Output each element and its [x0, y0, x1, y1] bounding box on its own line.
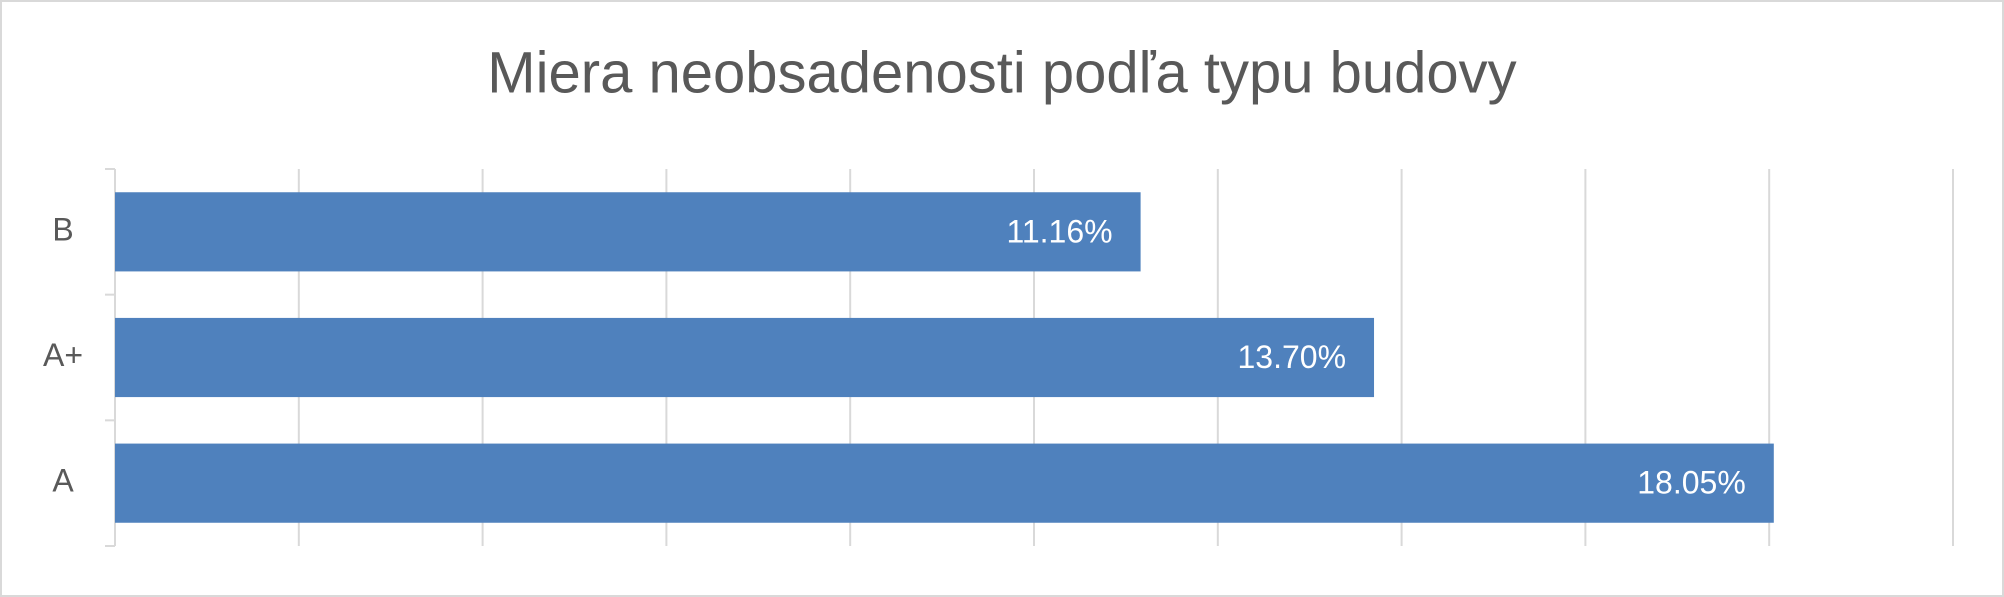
- bar: [115, 443, 1774, 523]
- bar: [115, 317, 1375, 398]
- y-tick-label: B: [52, 211, 73, 247]
- y-tick-label: A: [52, 463, 74, 499]
- bar: [115, 192, 1141, 272]
- data-label: 13.70%: [1237, 339, 1346, 375]
- chart-title: Miera neobsadenosti podľa typu budovy: [487, 40, 1516, 105]
- data-label: 11.16%: [1006, 213, 1112, 249]
- data-label: 18.05%: [1637, 465, 1746, 501]
- y-tick-label: A+: [43, 337, 83, 373]
